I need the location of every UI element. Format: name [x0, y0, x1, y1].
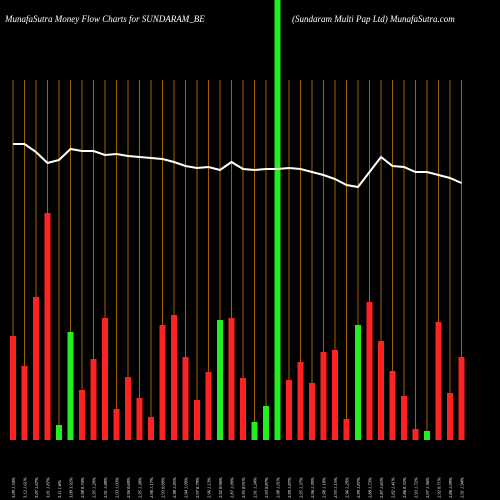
x-tick-label: 2.99 1.87% — [356, 477, 361, 498]
x-tick-label: 2.95 1.38% — [138, 477, 143, 498]
x-tick-label: 3.01 1.87% — [46, 477, 51, 498]
x-tick-label: 2.86 0.72% — [402, 477, 407, 498]
bar — [458, 357, 465, 440]
bar — [194, 400, 200, 440]
bar — [217, 320, 223, 440]
x-tick-label: 2.92 0.71% — [437, 477, 442, 498]
x-tick-label: 2.99 1.87% — [287, 477, 292, 498]
bar — [228, 318, 235, 440]
bar — [240, 378, 246, 440]
bar — [10, 336, 16, 440]
x-tick-label: 2.87 1.65% — [379, 477, 384, 498]
x-tick-label: 3.12 1.61% — [23, 477, 28, 498]
bar — [171, 315, 177, 440]
x-tick-label: 2.91 1.94% — [460, 477, 465, 498]
bar — [389, 371, 396, 440]
bar — [297, 362, 304, 440]
x-tick-label: 2.94 1.09% — [184, 477, 189, 498]
bar — [424, 431, 430, 440]
bar — [274, 0, 281, 440]
bar — [286, 380, 292, 440]
x-tick-label: 2.93 0.87% — [264, 477, 269, 498]
x-tick-label: 2.93 1.03% — [115, 477, 120, 498]
bar — [113, 409, 120, 440]
bar — [125, 377, 131, 440]
bar — [90, 359, 97, 440]
bar — [378, 341, 384, 440]
bar — [159, 325, 166, 440]
x-tick-label: 2.93 1.72% — [414, 477, 419, 498]
bar — [205, 372, 212, 440]
chart-title: MunafaSutra Money Flow Charts for SUNDAR… — [4, 14, 205, 24]
x-tick-label: 2.88 1.73% — [368, 477, 373, 498]
x-tick-label: 2.95 1.37% — [299, 477, 304, 498]
x-tick-label: 2.93 1.15% — [333, 477, 338, 498]
bar — [102, 318, 108, 440]
x-tick-label: 2.97 1.36% — [425, 477, 430, 498]
x-tick-label: 2.98 1.18% — [322, 477, 327, 498]
bar — [251, 422, 258, 440]
bar — [67, 332, 74, 440]
x-tick-label: 2.92 0.96% — [218, 477, 223, 498]
bar — [343, 419, 350, 440]
bar — [56, 425, 62, 440]
x-tick-label: 3.09 3.92% — [69, 477, 74, 498]
bar — [182, 357, 189, 440]
bar — [21, 366, 28, 440]
line — [13, 143, 462, 189]
x-tick-label: 2.96 1.17% — [149, 477, 154, 498]
x-tick-label: 2.94 0.69% — [126, 477, 131, 498]
x-tick-label: 2.91 1.08% — [103, 477, 108, 498]
bar — [435, 322, 442, 440]
bar — [355, 325, 361, 440]
bar — [136, 398, 143, 440]
x-tick-label: 2.96 1.13% — [207, 477, 212, 498]
x-tick-label: 3.11 1.6% — [57, 480, 62, 498]
bar — [401, 396, 407, 440]
x-tick-label: 2.97 0.79% — [195, 477, 200, 498]
bar — [33, 297, 39, 440]
chart-subtitle: (Sundaram Multi Pap Ltd) MunafaSutra.com — [292, 14, 455, 24]
bar — [320, 352, 327, 440]
x-tick-label: 2.96 1.39% — [310, 477, 315, 498]
bar — [447, 393, 453, 440]
x-tick-label: 2.86 1.09% — [448, 477, 453, 498]
x-tick-label: 3.09 1.74% — [11, 477, 16, 498]
x-tick-label: 2.95 1.29% — [92, 477, 97, 498]
x-tick-label: 2.91 1.24% — [253, 477, 258, 498]
x-tick-label: 2.95 0.91% — [241, 477, 246, 498]
x-tick-label: 2.87 1.09% — [230, 477, 235, 498]
bar — [332, 350, 338, 440]
x-tick-label: 2.98 1.01% — [276, 477, 281, 498]
bar — [412, 429, 419, 440]
x-tick-label: 2.96 1.29% — [345, 477, 350, 498]
bar — [366, 302, 373, 440]
bar — [148, 417, 154, 440]
bar — [44, 213, 51, 440]
bar — [263, 406, 269, 440]
x-tick-label: 2.82 1.41% — [391, 477, 396, 498]
x-tick-label: 2.98 1.05% — [172, 477, 177, 498]
bar — [309, 383, 315, 440]
x-tick-label: 2.98 0.74% — [80, 477, 85, 498]
x-tick-label: 3.07 1.67% — [34, 477, 39, 498]
bar — [79, 390, 85, 440]
x-tick-label: 2.93 0.89% — [161, 477, 166, 498]
